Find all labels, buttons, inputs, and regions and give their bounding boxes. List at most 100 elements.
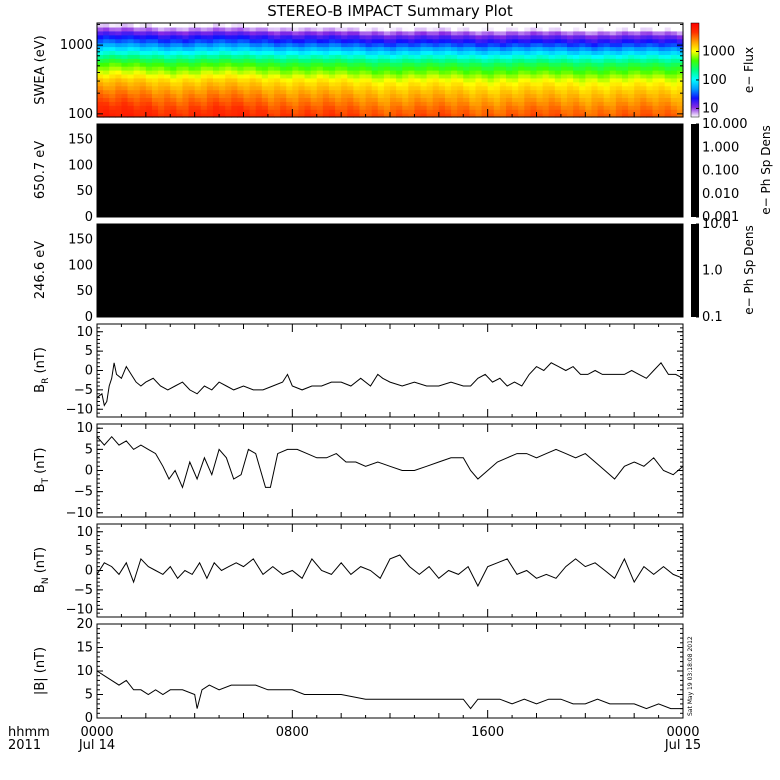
spectrogram-cell — [231, 38, 238, 44]
spectrogram-cell — [365, 101, 373, 106]
spectrogram-cell — [524, 89, 531, 95]
spectrogram-cell — [444, 42, 452, 48]
spectrogram-cell — [255, 101, 263, 106]
y-tick-label: 10 — [76, 525, 93, 540]
spectrogram-cell — [170, 97, 177, 102]
spectrogram-cell — [676, 101, 684, 106]
spectrogram-cell — [377, 97, 385, 102]
spectrogram-cell — [231, 34, 238, 40]
spectrogram-cell — [274, 50, 281, 55]
spectrogram-cell — [267, 38, 275, 44]
spectrogram-cell — [255, 77, 263, 83]
spectrogram-cell — [176, 38, 184, 44]
spectrogram-cell — [475, 81, 483, 87]
time-tick-label: 0000 — [666, 725, 699, 740]
spectrogram-cell — [133, 34, 141, 40]
spectrogram-cell — [347, 62, 354, 67]
spectrogram-cell — [634, 66, 641, 71]
spectrogram-cell — [652, 89, 660, 95]
spectrogram-cell — [359, 66, 367, 71]
spectrogram-cell — [335, 38, 342, 44]
spectrogram-cell — [475, 85, 483, 91]
spectrogram-cell — [109, 113, 116, 118]
spectrogram-cell — [524, 54, 531, 59]
spectrogram-cell — [219, 105, 226, 110]
spectrogram-cell — [585, 42, 593, 48]
spectrogram-cell — [212, 50, 220, 55]
spectrogram-cell — [139, 30, 147, 36]
spectrogram-cell — [377, 70, 385, 75]
spectrogram-cell — [188, 73, 196, 79]
spectrogram-cell — [463, 26, 470, 32]
spectrogram-cell — [524, 34, 531, 40]
spectrogram-cell — [664, 77, 672, 83]
spectrogram-cell — [658, 109, 666, 114]
spectrogram-cell — [145, 81, 153, 87]
spectrogram-cell — [261, 58, 269, 63]
spectrogram-cell — [322, 26, 330, 32]
spectrogram-cell — [438, 54, 446, 59]
spectrogram-cell — [274, 93, 281, 99]
spectrogram-cell — [487, 30, 495, 36]
spectrogram-cell — [170, 38, 177, 44]
spectrogram-cell — [316, 42, 324, 48]
spectrogram-cell — [292, 50, 300, 55]
spectrogram-cell — [652, 109, 660, 114]
spectrogram-cell — [206, 26, 214, 32]
spectrogram-cell — [365, 97, 373, 102]
time-tick-label: 1600 — [471, 725, 504, 740]
spectrogram-cell — [658, 23, 666, 28]
spectrogram-cell — [377, 62, 385, 67]
spectrogram-cell — [267, 62, 275, 67]
spectrogram-cell — [438, 77, 446, 83]
spectrogram-cell — [176, 109, 184, 114]
spectrogram-cell — [530, 105, 538, 110]
spectrogram-cell — [103, 77, 110, 83]
spectrogram-cell — [512, 73, 519, 79]
spectrogram-cell — [371, 81, 379, 87]
spectrogram-cell — [200, 105, 208, 110]
spectrogram-cell — [621, 62, 629, 67]
bmag-trace — [96, 670, 683, 710]
spectrogram-cell — [249, 89, 257, 95]
spectrogram-cell — [414, 97, 422, 102]
spectrogram-cell — [402, 97, 409, 102]
spectrogram-cell — [414, 89, 422, 95]
spectrogram-cell — [151, 77, 159, 83]
spectrogram-cell — [280, 101, 287, 106]
spectrogram-cell — [530, 46, 538, 52]
spectrogram-cell — [280, 105, 287, 110]
spectrogram-cell — [567, 46, 574, 52]
spectrogram-cell — [115, 54, 123, 59]
spectrogram-cell — [322, 70, 330, 75]
spectrogram-cell — [560, 54, 568, 59]
spectrogram-cell — [573, 38, 580, 44]
spectrogram-cell — [658, 81, 666, 87]
spectrogram-cell — [524, 101, 531, 106]
spectrogram-cell — [512, 97, 519, 102]
spectrogram-cell — [225, 101, 232, 106]
spectrogram-cell — [463, 73, 470, 79]
spectrogram-cell — [390, 97, 397, 102]
spectrogram-cell — [347, 89, 354, 95]
spectrogram-cell — [310, 34, 318, 40]
spectrogram-cell — [518, 105, 525, 110]
spectrogram-cell — [261, 73, 269, 79]
spectrogram-cell — [426, 93, 434, 99]
spectrogram-cell — [286, 73, 293, 79]
spectrogram-cell — [487, 23, 495, 28]
spectrogram-cell — [194, 58, 202, 63]
spectrogram-cell — [444, 30, 452, 36]
spectrogram-cell — [621, 113, 629, 118]
spectrogram-cell — [359, 77, 367, 83]
spectrogram-cell — [377, 54, 385, 59]
pad-246-colorbar-ticks: 10.01.00.1 — [696, 217, 731, 325]
spectrogram-cell — [225, 85, 232, 91]
spectrogram-cell — [396, 97, 403, 102]
spectrogram-cell — [115, 109, 123, 114]
spectrogram-cell — [158, 97, 165, 102]
spectrogram-cell — [585, 73, 593, 79]
spectrogram-cell — [609, 30, 617, 36]
spectrogram-cell — [658, 93, 666, 99]
spectrogram-cell — [457, 50, 464, 55]
